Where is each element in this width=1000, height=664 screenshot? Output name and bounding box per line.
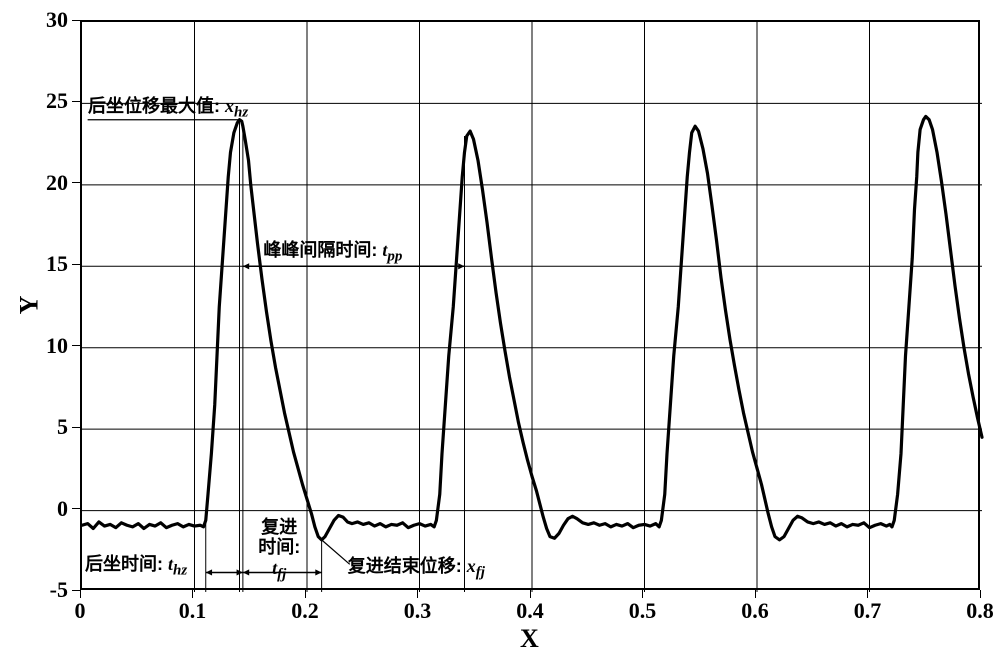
x-tick-label: 0.8 [966, 598, 994, 624]
anno-xhz-cn: 后坐位移最大值: [88, 96, 220, 116]
y-tick-label: 25 [46, 88, 68, 114]
y-tick-label: 5 [57, 414, 68, 440]
anno-thz-sym: thz [168, 554, 187, 574]
anno-tfj-sym: tfj [272, 558, 286, 578]
anno-tpp-cn: 峰峰间隔时间: [263, 240, 377, 260]
x-tick-label: 0.5 [629, 598, 657, 624]
anno-thz: 后坐时间: thz [85, 550, 187, 580]
x-axis-label: X [520, 624, 539, 654]
y-tick-label: 20 [46, 170, 68, 196]
x-tick-label: 0.2 [291, 598, 319, 624]
y-tick-label: 0 [57, 496, 68, 522]
anno-thz-cn: 后坐时间: [85, 554, 163, 574]
anno-xhz: 后坐位移最大值: xhz [88, 92, 248, 122]
anno-tfj-cn2: 时间: [258, 537, 300, 557]
x-tick-label: 0.3 [404, 598, 432, 624]
x-tick-label: 0 [75, 598, 86, 624]
anno-xfj: 复进结束位移: xfj [348, 552, 485, 582]
x-tick-label: 0.6 [741, 598, 769, 624]
y-axis-label: Y [14, 296, 44, 315]
chart-frame: X Y 后坐位移最大值: xhz 峰峰间隔时间: tpp 后坐时间: thz 复… [0, 0, 1000, 664]
y-tick-label: -5 [50, 577, 68, 603]
y-tick-label: 30 [46, 7, 68, 33]
y-tick-label: 15 [46, 251, 68, 277]
anno-xhz-sym: xhz [225, 96, 248, 116]
anno-tfj: 复进 时间: tfj [258, 517, 300, 584]
anno-tpp: 峰峰间隔时间: tpp [263, 236, 402, 266]
anno-tpp-sym: tpp [382, 240, 402, 260]
anno-xfj-cn: 复进结束位移: [348, 556, 462, 576]
x-tick-label: 0.4 [516, 598, 544, 624]
y-tick-label: 10 [46, 333, 68, 359]
anno-tfj-cn1: 复进 [261, 517, 297, 537]
anno-xfj-sym: xfj [467, 556, 485, 576]
x-tick-label: 0.1 [179, 598, 207, 624]
x-tick-label: 0.7 [854, 598, 882, 624]
